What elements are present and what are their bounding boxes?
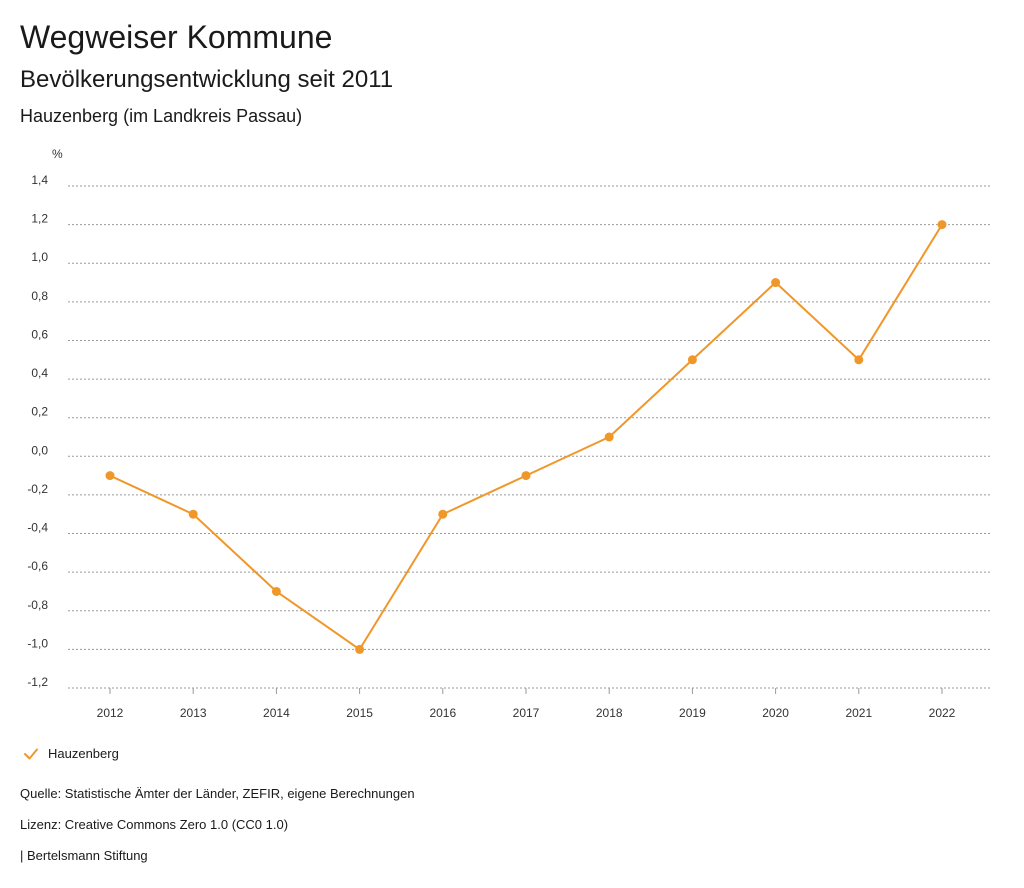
data-point-2016[interactable] (438, 509, 448, 519)
x-tick-label: 2021 (845, 706, 872, 720)
line-chart: % 1,4 1,2 1,0 0,8 0,6 0,4 0,2 0,0 -0,2 -0,4 -0,6 -0… (27, 147, 990, 720)
x-tick-label: 2022 (929, 706, 956, 720)
y-axis-unit-label: % (52, 147, 63, 161)
legend-label: Hauzenberg (48, 746, 119, 761)
data-point-2020[interactable] (771, 278, 781, 288)
y-tick-label: -0,8 (27, 598, 48, 612)
data-point-2018[interactable] (604, 432, 614, 442)
chart-subtitle: Bevölkerungsentwicklung seit 2011 (20, 66, 394, 93)
series-hauzenberg (105, 220, 947, 654)
y-tick-label: 0,8 (31, 289, 48, 303)
y-tick-label: 0,0 (31, 443, 48, 457)
data-point-2014[interactable] (271, 586, 281, 596)
checkmark-icon (24, 748, 38, 760)
x-tick-label: 2020 (762, 706, 789, 720)
y-tick-label: -0,4 (27, 521, 48, 535)
x-tick-label: 2019 (679, 706, 706, 720)
page-title: Wegweiser Kommune (20, 19, 333, 55)
region-label: Hauzenberg (im Landkreis Passau) (20, 106, 303, 126)
gridlines (68, 185, 990, 689)
y-tick-label: 1,2 (31, 212, 48, 226)
data-point-2019[interactable] (687, 355, 697, 365)
y-tick-label: 0,2 (31, 405, 48, 419)
x-tick-label: 2015 (346, 706, 373, 720)
data-point-2021[interactable] (854, 355, 864, 365)
y-tick-label: 0,4 (31, 366, 48, 380)
x-axis-ticks: 2012 2013 2014 2015 2016 2017 2018 2019 2020 2021… (97, 688, 956, 720)
data-point-2022[interactable] (937, 220, 947, 230)
y-tick-label: -0,2 (27, 482, 48, 496)
y-tick-label: -1,2 (27, 675, 48, 689)
series-line (109, 224, 943, 651)
y-axis-ticks: 1,4 1,2 1,0 0,8 0,6 0,4 0,2 0,0 -0,2 -0,4 -0,6 -0,8… (27, 173, 48, 689)
y-tick-label: -0,6 (27, 559, 48, 573)
legend[interactable]: Hauzenberg (22, 744, 119, 764)
source-note: Quelle: Statistische Ämter der Länder, Z… (20, 786, 415, 801)
data-point-2013[interactable] (188, 509, 198, 519)
y-tick-label: 1,0 (31, 250, 48, 264)
license-note: Lizenz: Creative Commons Zero 1.0 (CC0 1… (20, 817, 289, 832)
publisher-note: | Bertelsmann Stiftung (20, 848, 148, 863)
data-point-2015[interactable] (355, 644, 365, 654)
x-tick-label: 2013 (180, 706, 207, 720)
x-tick-label: 2012 (97, 706, 124, 720)
x-tick-label: 2016 (429, 706, 456, 720)
y-tick-label: 1,4 (31, 173, 48, 187)
data-point-2012[interactable] (105, 471, 115, 481)
y-tick-label: -1,0 (27, 636, 48, 650)
x-tick-label: 2017 (513, 706, 540, 720)
y-tick-label: 0,6 (31, 327, 48, 341)
data-point-2017[interactable] (521, 471, 531, 481)
x-tick-label: 2018 (596, 706, 623, 720)
x-tick-label: 2014 (263, 706, 290, 720)
